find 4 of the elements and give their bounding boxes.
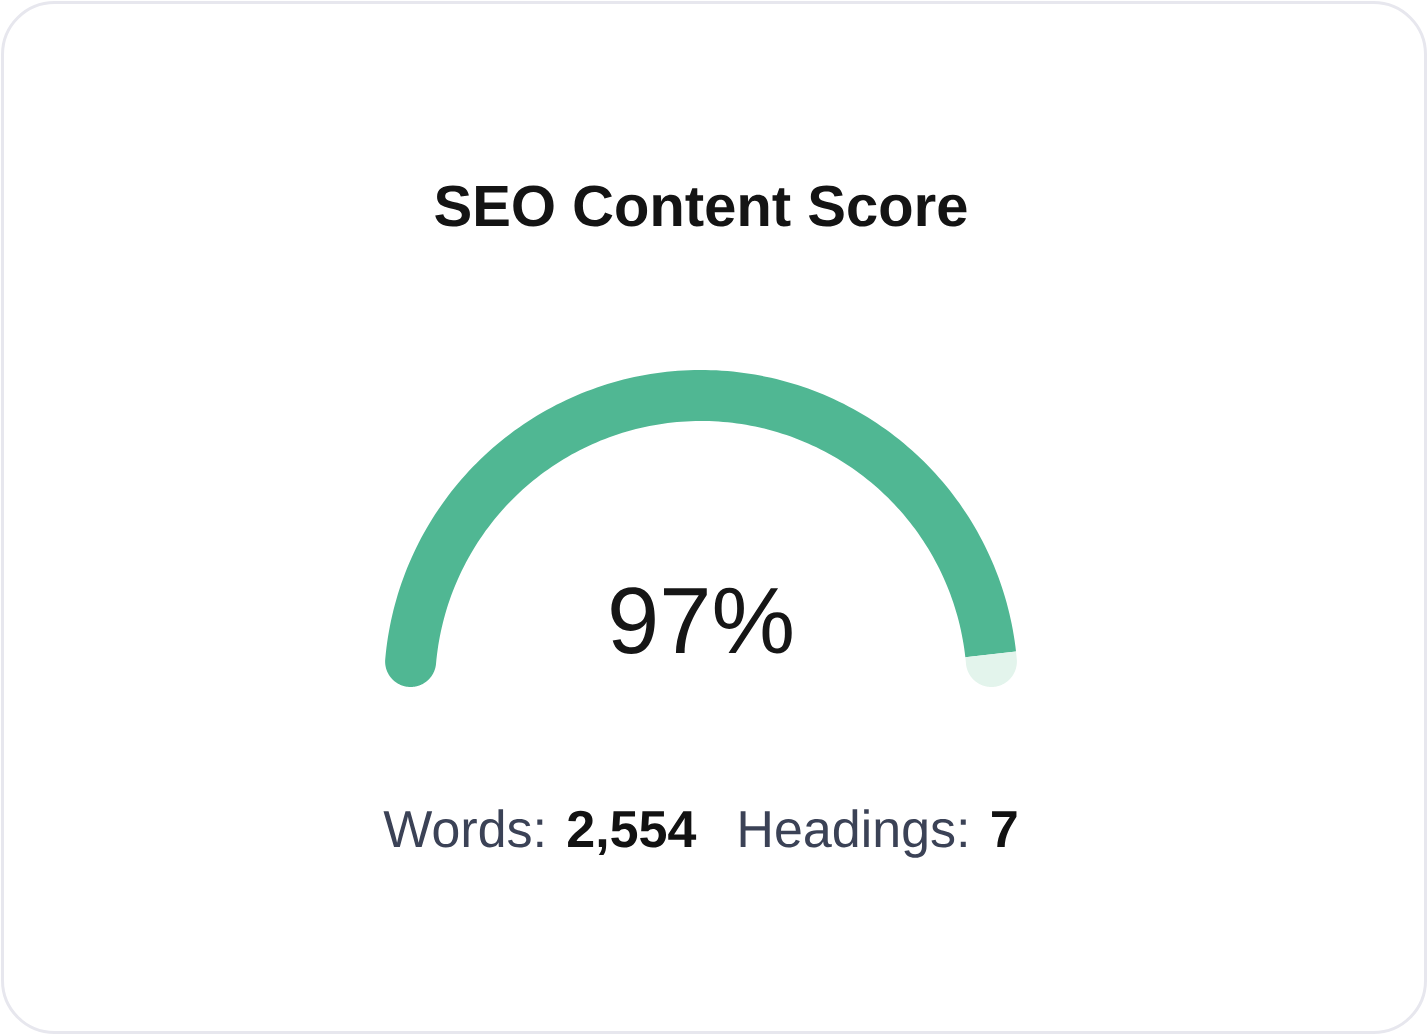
chart-title: SEO Content Score bbox=[435, 185, 967, 227]
text: Headings: 7 bbox=[740, 809, 1017, 858]
data-label: 97% bbox=[611, 587, 792, 654]
text: Words: 2,554 bbox=[383, 809, 697, 856]
